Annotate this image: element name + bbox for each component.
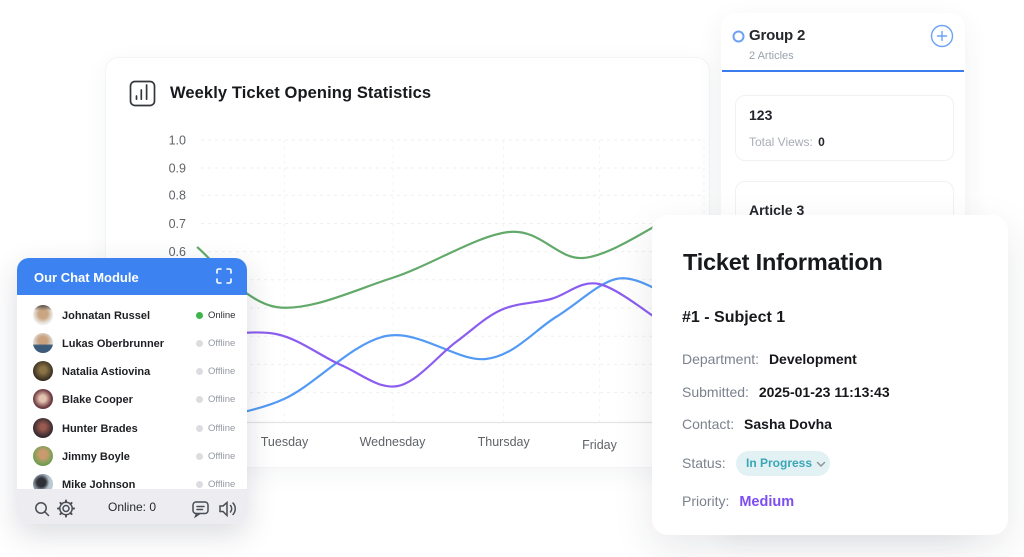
svg-text:Friday: Friday: [582, 438, 617, 452]
svg-text:Thursday: Thursday: [478, 435, 531, 449]
svg-text:0.7: 0.7: [169, 217, 186, 231]
svg-text:0.9: 0.9: [169, 162, 186, 176]
svg-text:0.6: 0.6: [169, 245, 186, 259]
svg-text:1.0: 1.0: [169, 134, 186, 148]
svg-text:Wednesday: Wednesday: [360, 435, 427, 449]
svg-text:0.8: 0.8: [169, 189, 186, 203]
svg-text:Tuesday: Tuesday: [261, 435, 309, 449]
